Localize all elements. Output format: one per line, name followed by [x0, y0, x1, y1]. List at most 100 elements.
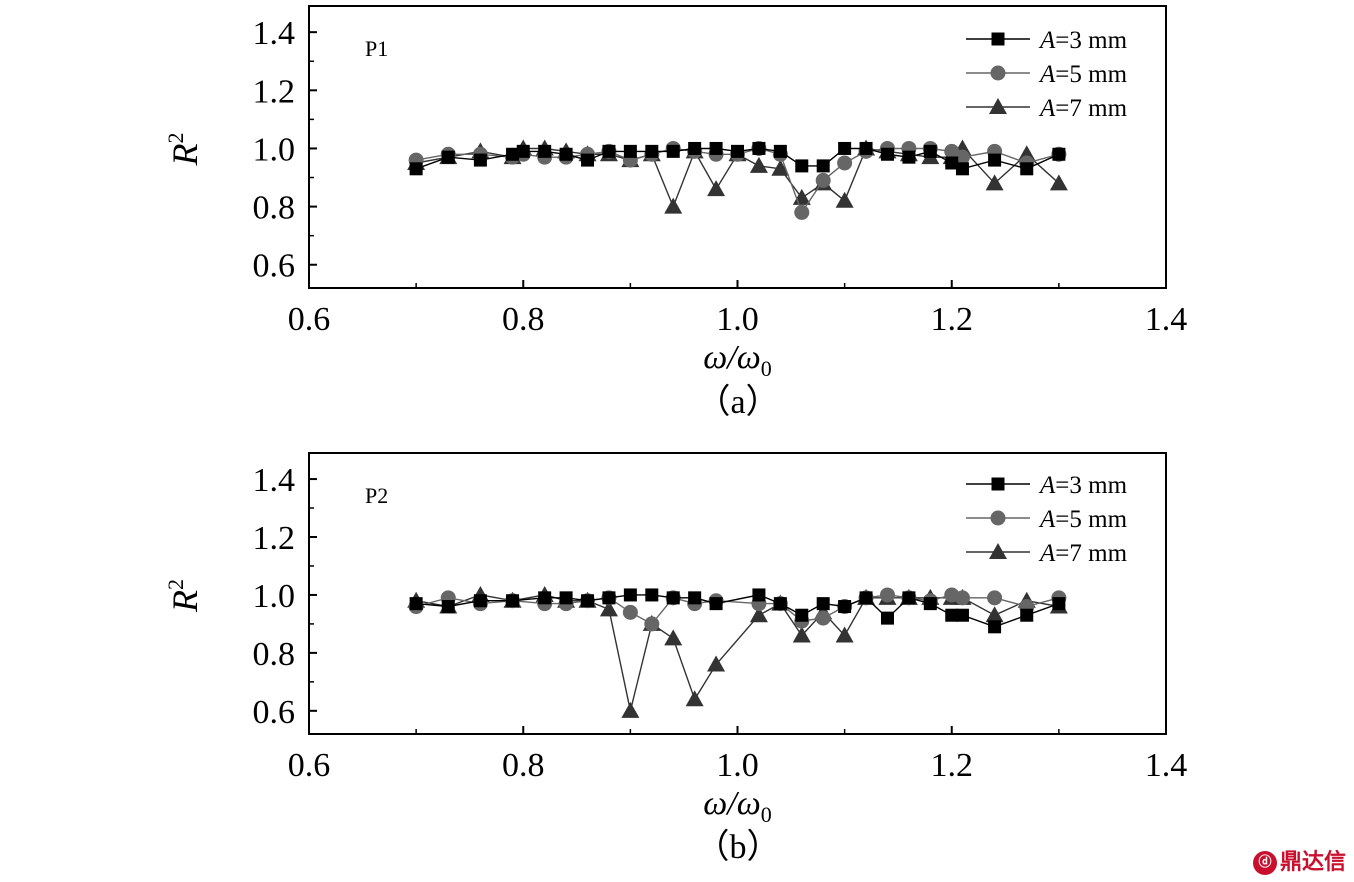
data-point [409, 597, 423, 611]
caption-close: ） [746, 383, 780, 421]
y-tick-label: 1.0 [253, 578, 296, 615]
data-point [709, 141, 723, 155]
x-tick-label: 0.6 [288, 747, 331, 784]
data-point [752, 141, 766, 155]
watermark-text: 鼎达信 [1279, 850, 1346, 875]
data-point [516, 144, 530, 158]
data-point [816, 597, 830, 611]
legend-marker [989, 543, 1007, 559]
data-point [988, 620, 1002, 634]
legend-label-var: A [1038, 95, 1056, 122]
data-point [1052, 147, 1066, 161]
data-point [835, 191, 854, 208]
panel-caption: （a） [696, 383, 779, 421]
legend-label-rest: =7 mm [1055, 540, 1127, 567]
x-axis-label-sub: 0 [761, 802, 772, 827]
data-point [837, 155, 853, 171]
watermark: ⓓ 鼎达信 [1252, 844, 1346, 876]
data-point [923, 597, 937, 611]
data-point [599, 600, 618, 617]
legend-label: A=7 mm [1038, 95, 1128, 122]
legend-label-rest: =7 mm [1055, 95, 1127, 122]
data-point [441, 600, 455, 614]
legend-label-rest: =5 mm [1055, 506, 1127, 533]
panel-label: P2 [365, 483, 388, 508]
data-point [880, 611, 894, 625]
x-tick-label: 0.6 [288, 301, 331, 338]
legend-label: A=3 mm [1038, 27, 1128, 54]
caption-open: （ [696, 828, 730, 866]
chart-panel-2: 0.6 0.8 1.0 1.2 1.4 0.6 0.8 1.0 1.2 1.4 R2 ω/ω0 P2 （b… [163, 452, 1188, 866]
data-point [709, 597, 723, 611]
data-point [954, 590, 970, 606]
y-tick-label: 1.0 [253, 131, 296, 168]
y-tick-label: 0.8 [253, 190, 296, 227]
y-axis-label-main: R [165, 144, 205, 167]
x-axis-label: ω/ω0 [703, 785, 771, 827]
legend-label: A=3 mm [1038, 472, 1128, 499]
data-point [815, 172, 831, 188]
data-point [794, 204, 810, 220]
data-point [954, 149, 970, 165]
y-axis-label-main: R [165, 590, 205, 613]
series-1 [409, 141, 1066, 176]
data-point [731, 144, 744, 158]
data-point [688, 591, 702, 605]
data-point [955, 608, 969, 622]
data-point [835, 626, 854, 643]
data-point [1020, 162, 1034, 176]
legend-label: A=7 mm [1038, 540, 1128, 567]
data-point [859, 591, 873, 605]
data-point [749, 156, 768, 173]
y-tick-label: 1.4 [253, 462, 296, 499]
data-point [945, 608, 959, 622]
data-point [581, 153, 595, 167]
data-point [707, 655, 726, 672]
y-axis-label-sup: 2 [163, 133, 188, 144]
x-axis-label-main: ω/ω [703, 339, 760, 376]
x-tick-label: 0.8 [502, 747, 545, 784]
data-point [923, 144, 937, 158]
data-point [1020, 608, 1034, 622]
data-point [581, 594, 595, 608]
x-axis-label: ω/ω0 [703, 339, 771, 381]
data-point [902, 150, 916, 164]
data-point [506, 594, 520, 608]
data-point [441, 150, 455, 164]
y-axis-label: R2 [163, 133, 205, 167]
legend-label-var: A [1038, 540, 1056, 567]
data-point [645, 588, 659, 602]
data-point [621, 701, 640, 718]
x-axis-label-main: ω/ω [703, 785, 760, 822]
legend-label-var: A [1038, 506, 1056, 533]
data-point [795, 608, 809, 622]
caption-open: （ [696, 383, 730, 421]
data-point [795, 159, 809, 173]
data-point [771, 159, 790, 176]
data-point [859, 141, 873, 155]
caption-letter: a [730, 384, 745, 421]
data-point [602, 591, 616, 605]
legend-marker [989, 98, 1007, 114]
x-tick-label: 1.2 [931, 747, 974, 784]
data-point [623, 144, 637, 158]
data-point [752, 588, 766, 602]
legend-label-var: A [1038, 472, 1056, 499]
series-1 [409, 588, 1066, 634]
data-point [902, 591, 916, 605]
y-tick-label: 1.2 [253, 520, 296, 557]
caption-close: ） [747, 828, 781, 866]
y-axis-label: R2 [163, 579, 205, 613]
y-axis-label-sup: 2 [163, 579, 188, 590]
panel-label: P1 [365, 36, 388, 61]
x-tick-label: 1.4 [1145, 747, 1188, 784]
data-point [666, 144, 680, 158]
data-point [773, 597, 787, 611]
data-point [559, 147, 573, 161]
data-point [664, 197, 683, 214]
x-tick-label: 1.2 [931, 301, 974, 338]
legend-label: A=5 mm [1038, 61, 1128, 88]
data-point [792, 626, 811, 643]
y-tick-label: 0.8 [253, 636, 296, 673]
